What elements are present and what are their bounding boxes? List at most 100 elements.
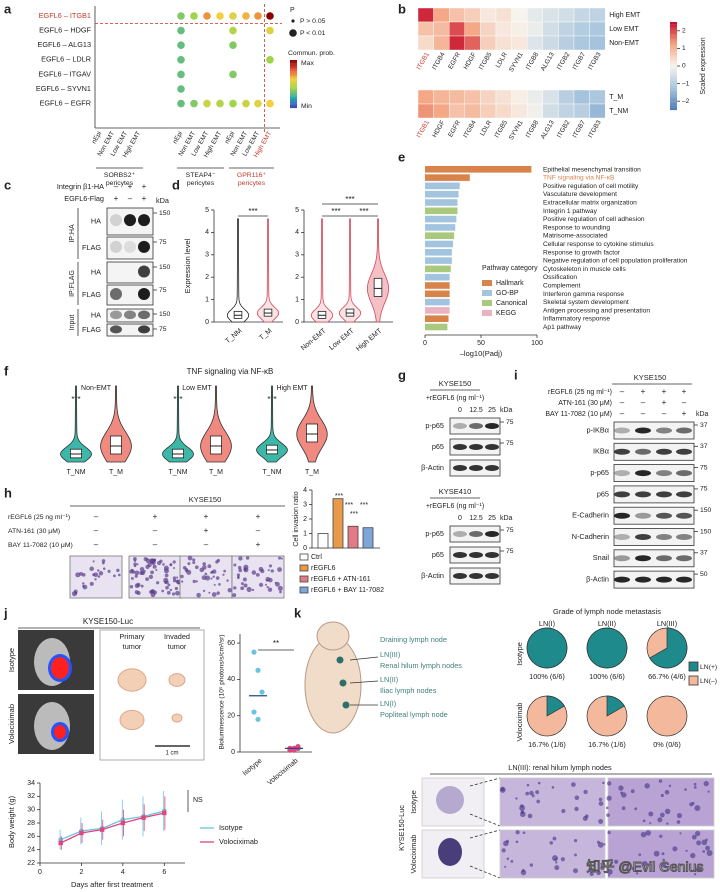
lymph-label: LN(II) [380,675,398,684]
column-label: SYVN1 [508,51,525,73]
significance: *** [248,207,257,216]
value-label: 100% (6/6) [589,672,625,681]
band [124,214,136,227]
cell [165,585,169,590]
colorbar-step [670,66,677,69]
bar [425,190,459,198]
colorbar-step [670,101,677,104]
band [485,552,499,558]
colorbar-step [670,79,677,82]
group-label: SORBS2⁺ [104,172,136,179]
nucleus [630,789,635,794]
violin [310,218,334,323]
bar [347,525,359,549]
cell [130,576,134,580]
heat-cell [558,35,575,51]
cell [212,575,215,578]
colorbar-step [670,77,677,80]
blot-label: p-IKBα [587,425,610,434]
colorbar-step [670,44,677,47]
dot [203,99,211,108]
bar-label: Matrisome-associated [543,233,608,240]
colorbar-step [670,59,677,62]
row-label: EGFL6 – ITGAV [38,69,91,78]
cell [238,568,243,573]
cell [267,587,273,592]
column-label: ALG13 [540,51,556,72]
column-label: ITGB2 [556,51,572,71]
nucleus [621,806,626,811]
lymph-node [336,656,344,664]
bar [425,257,452,264]
lymph-label: LN(I) [380,699,396,708]
nucleus [607,830,611,835]
tick-label: –1 [682,80,690,87]
dose: 0 [458,515,462,522]
tick-label: 30 [27,807,35,814]
significance: *** [345,502,353,509]
label: Min [301,103,312,110]
bar-label: Cellular response to cytokine stimulus [543,241,654,248]
cell [169,563,173,567]
cell [74,591,78,595]
bar-label: Skeletal system development [543,299,629,306]
heat-cell [573,21,590,37]
blot [613,549,695,568]
tick-label: 60 [227,640,235,647]
blot-label: HA [91,310,101,319]
nucleus [597,841,604,848]
colorbar-step [670,83,677,86]
cell [182,565,187,570]
heat-cell [542,35,559,51]
legend-swatch [482,290,492,296]
row-label: EGFL6 – SYVN1 [36,84,91,93]
cell [245,556,250,560]
colorbar-step [670,41,677,45]
nucleus [694,805,701,811]
bar [425,307,450,314]
heat-cell [480,7,497,23]
value-label: 16.7% (1/6) [528,740,566,749]
colorbar-step [290,60,297,62]
nucleus [525,791,530,796]
band [110,325,122,334]
nucleus [703,780,709,787]
cell [243,583,248,588]
label: Max [301,60,314,67]
legend-swatch [299,575,309,583]
heat-cell [433,7,450,23]
heat-cell [495,21,512,37]
row-label: Non-EMT [609,40,640,47]
value-label: 16.7% (1/6) [588,740,626,749]
heat-cell [527,103,544,119]
row-label: Low EMT [609,26,639,33]
cell [113,574,116,578]
heat-cell [449,103,466,119]
bar-label: Vasculature development [543,191,617,198]
nucleus [596,870,601,876]
sign: – [204,540,209,549]
cell [192,558,196,562]
heat-cell [480,89,497,105]
column-label: ITGB5 [494,119,510,139]
point [79,830,84,836]
colorbar-step [670,24,677,27]
heat-cell [558,103,575,119]
nucleus [504,865,507,868]
band [453,552,467,558]
heat-cell [589,21,606,37]
cell [97,569,100,572]
nucleus [519,805,526,811]
heat-cell [464,7,481,23]
colorbar-step [290,88,297,91]
column-label: nEpi [91,130,104,145]
column-label: LN(II) [598,619,616,628]
cell [162,563,165,566]
tick-label: 0 [423,340,427,347]
cell [145,564,150,569]
violin [60,385,92,463]
bar-label: Inflammatory response [543,316,610,323]
histology-image [499,777,606,827]
dot [177,70,185,79]
nucleus [706,850,713,856]
